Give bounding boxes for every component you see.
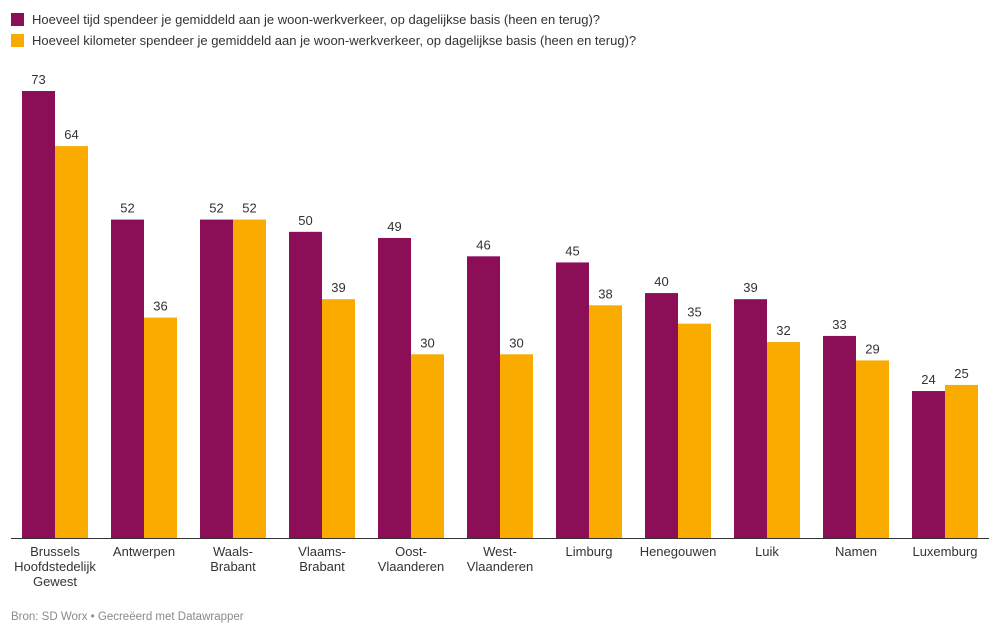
bar-tijd-waals-brabant <box>200 219 233 538</box>
bar-tijd-henegouwen <box>645 293 678 538</box>
bar-kilometer-brussels-hoofdstedelijk-gewest <box>55 146 88 538</box>
x-tick-label-waals-brabant: Waals-Brabant <box>210 544 256 574</box>
data-label-kilometer-limburg: 38 <box>598 286 612 301</box>
x-tick-label-antwerpen: Antwerpen <box>113 544 175 559</box>
x-tick-label-west-vlaanderen: West-Vlaanderen <box>467 544 534 574</box>
x-tick-label-brussels-hoofdstedelijk-gewest: Brussels Hoofdstedelijk Gewest <box>14 544 96 589</box>
bar-kilometer-henegouwen <box>678 323 711 538</box>
data-label-tijd-limburg: 45 <box>565 243 579 258</box>
bar-kilometer-luxemburg <box>945 384 978 538</box>
data-label-kilometer-brussels-hoofdstedelijk-gewest: 64 <box>64 127 78 142</box>
data-label-tijd-brussels-hoofdstedelijk-gewest: 73 <box>31 72 45 87</box>
bar-tijd-vlaams-brabant <box>289 231 322 538</box>
legend-label-tijd: Hoeveel tijd spendeer je gemiddeld aan j… <box>32 12 601 27</box>
data-label-tijd-namen: 33 <box>832 317 846 332</box>
x-tick-label-luik: Luik <box>755 544 779 559</box>
data-label-tijd-vlaams-brabant: 50 <box>298 213 312 228</box>
legend-swatch-tijd <box>11 13 24 26</box>
x-tick-label-namen: Namen <box>835 544 877 559</box>
bar-kilometer-luik <box>767 342 800 538</box>
bar-chart: 73 64 Brussels Hoofdstedelijk Gewest 52 36 Antw… <box>11 72 989 589</box>
bar-tijd-brussels-hoofdstedelijk-gewest <box>22 91 55 538</box>
data-label-kilometer-west-vlaanderen: 30 <box>509 335 523 350</box>
bar-kilometer-oost-vlaanderen <box>411 354 444 538</box>
legend-label-kilometer: Hoeveel kilometer spendeer je gemiddeld … <box>32 33 637 48</box>
bar-tijd-west-vlaanderen <box>467 256 500 538</box>
data-label-kilometer-luik: 32 <box>776 323 790 338</box>
data-label-kilometer-henegouwen: 35 <box>687 305 701 320</box>
data-label-kilometer-vlaams-brabant: 39 <box>331 280 345 295</box>
legend-item-kilometer: Hoeveel kilometer spendeer je gemiddeld … <box>11 30 636 51</box>
bar-kilometer-west-vlaanderen <box>500 354 533 538</box>
data-label-tijd-oost-vlaanderen: 49 <box>387 219 401 234</box>
x-tick-label-vlaams-brabant: Vlaams-Brabant <box>298 544 346 574</box>
bar-tijd-oost-vlaanderen <box>378 237 411 538</box>
x-tick-label-luxemburg: Luxemburg <box>912 544 977 559</box>
bar-tijd-antwerpen <box>111 219 144 538</box>
data-label-kilometer-antwerpen: 36 <box>153 299 167 314</box>
x-tick-label-henegouwen: Henegouwen <box>640 544 717 559</box>
data-label-tijd-luxemburg: 24 <box>921 372 935 387</box>
data-label-kilometer-luxemburg: 25 <box>954 366 968 381</box>
x-tick-label-limburg: Limburg <box>566 544 613 559</box>
bar-kilometer-namen <box>856 360 889 538</box>
bar-kilometer-vlaams-brabant <box>322 299 355 538</box>
chart-legend: Hoeveel tijd spendeer je gemiddeld aan j… <box>11 9 636 51</box>
bar-kilometer-waals-brabant <box>233 219 266 538</box>
bar-tijd-limburg <box>556 262 589 538</box>
legend-item-tijd: Hoeveel tijd spendeer je gemiddeld aan j… <box>11 9 636 30</box>
x-tick-label-oost-vlaanderen: Oost-Vlaanderen <box>378 544 445 574</box>
data-label-kilometer-oost-vlaanderen: 30 <box>420 335 434 350</box>
data-label-tijd-luik: 39 <box>743 280 757 295</box>
bar-tijd-namen <box>823 335 856 538</box>
data-label-kilometer-namen: 29 <box>865 341 879 356</box>
data-label-kilometer-waals-brabant: 52 <box>242 201 256 216</box>
source-footer: Bron: SD Worx • Gecreëerd met Datawrappe… <box>11 611 244 623</box>
bar-kilometer-antwerpen <box>144 317 177 538</box>
data-label-tijd-henegouwen: 40 <box>654 274 668 289</box>
bar-tijd-luik <box>734 299 767 538</box>
data-label-tijd-west-vlaanderen: 46 <box>476 237 490 252</box>
data-label-tijd-antwerpen: 52 <box>120 201 134 216</box>
data-label-tijd-waals-brabant: 52 <box>209 201 223 216</box>
bar-kilometer-limburg <box>589 305 622 538</box>
legend-swatch-kilometer <box>11 34 24 47</box>
bar-tijd-luxemburg <box>912 391 945 538</box>
